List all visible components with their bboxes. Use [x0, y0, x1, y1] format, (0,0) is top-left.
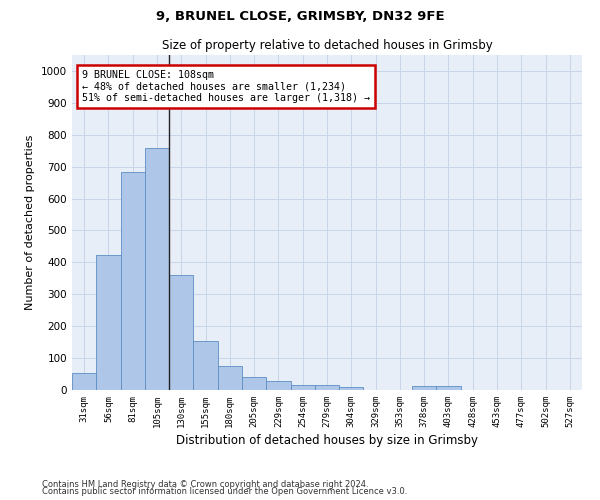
Bar [436, 386, 461, 390]
Bar [96, 256, 121, 390]
Text: 9 BRUNEL CLOSE: 108sqm
← 48% of detached houses are smaller (1,234)
51% of semi-: 9 BRUNEL CLOSE: 108sqm ← 48% of detached… [82, 70, 370, 103]
Bar [193, 341, 218, 390]
Title: Size of property relative to detached houses in Grimsby: Size of property relative to detached ho… [161, 40, 493, 52]
Bar [242, 377, 266, 390]
Bar [218, 366, 242, 390]
Text: Contains public sector information licensed under the Open Government Licence v3: Contains public sector information licen… [42, 488, 407, 496]
Bar [72, 374, 96, 390]
Bar [412, 386, 436, 390]
X-axis label: Distribution of detached houses by size in Grimsby: Distribution of detached houses by size … [176, 434, 478, 447]
Bar [315, 384, 339, 390]
Bar [290, 384, 315, 390]
Text: 9, BRUNEL CLOSE, GRIMSBY, DN32 9FE: 9, BRUNEL CLOSE, GRIMSBY, DN32 9FE [155, 10, 445, 23]
Bar [169, 275, 193, 390]
Y-axis label: Number of detached properties: Number of detached properties [25, 135, 35, 310]
Bar [145, 148, 169, 390]
Bar [266, 382, 290, 390]
Text: Contains HM Land Registry data © Crown copyright and database right 2024.: Contains HM Land Registry data © Crown c… [42, 480, 368, 489]
Bar [121, 172, 145, 390]
Bar [339, 387, 364, 390]
